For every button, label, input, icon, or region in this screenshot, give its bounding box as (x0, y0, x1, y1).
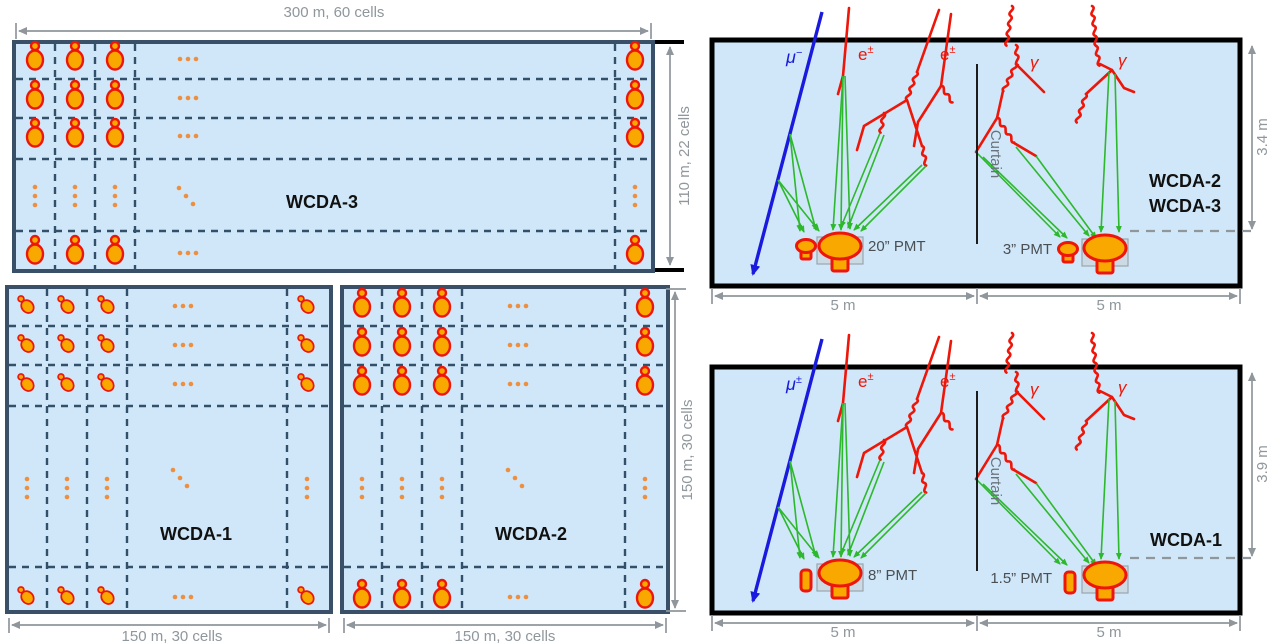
wcda2-pool (340, 285, 670, 614)
small-pmt-size-label: 3” PMT (1003, 241, 1052, 258)
cross-section-top-panel: μ− e± e± γ γ Curtain 20” PMT 3” PMT WCDA… (712, 6, 1269, 314)
electron-label: e± (940, 44, 956, 64)
bottom-dimension-arrow: 150 m, 30 cells (343, 618, 667, 643)
bottom-dimension-arrow: 150 m, 30 cells (8, 618, 330, 643)
wcda3-plan-panel: 300 m, 60 cells WCDA-3 (12, 4, 693, 273)
small-pmt-icon (1063, 570, 1077, 595)
gamma-label: γ (1118, 378, 1128, 397)
small-pmt-icon (799, 568, 813, 593)
gamma-label: γ (1030, 53, 1040, 72)
dim-label-150m-vertical: 150 m, 30 cells (679, 400, 696, 501)
electron-label: e± (940, 371, 956, 391)
electron-label: e± (858, 371, 874, 391)
wcda2-plan-panel: WCDA-2 150 m, 30 cells 150 m, 30 cells (340, 285, 696, 643)
wcda3-label: WCDA-3 (286, 192, 358, 212)
depth-label: 3.9 m (1254, 445, 1269, 483)
depth-label: 3.4 m (1254, 118, 1269, 156)
wcda1-plan-panel: WCDA-1 150 m, 30 cells (5, 285, 333, 643)
gamma-label: γ (1118, 51, 1128, 70)
dim-label-150m: 150 m, 30 cells (455, 628, 556, 643)
small-pmt-size-label: 1.5” PMT (990, 570, 1052, 587)
top-dimension-arrow (15, 23, 652, 39)
electron-label: e± (858, 44, 874, 64)
dim-label-150m: 150 m, 30 cells (122, 628, 223, 643)
dim-label-110m: 110 m, 22 cells (676, 106, 693, 206)
gamma-label: γ (1030, 380, 1040, 399)
grid-lines (9, 289, 329, 610)
right-dimension-arrow: 150 m, 30 cells (666, 288, 696, 612)
right-dimension-arrow: 110 m, 22 cells (655, 40, 693, 272)
grid-lines (344, 289, 666, 610)
cross-section-bottom-panel: μ± e± e± γ γ Curtain 8” PMT 1.5” PMT WCD… (712, 333, 1269, 641)
big-pmt-size-label: 8” PMT (868, 567, 917, 584)
width-label: 5 m (1096, 297, 1121, 314)
width-label: 5 m (830, 624, 855, 641)
tank-label: WCDA-1 (1150, 530, 1222, 550)
grid-lines (16, 44, 651, 269)
wcda2-label: WCDA-2 (495, 524, 567, 544)
wcda1-label: WCDA-1 (160, 524, 232, 544)
width-label: 5 m (1096, 624, 1121, 641)
big-pmt-size-label: 20” PMT (868, 238, 926, 255)
dim-label-300m: 300 m, 60 cells (284, 4, 385, 21)
width-label: 5 m (830, 297, 855, 314)
tank-label: WCDA-2 (1149, 171, 1221, 191)
muon-label: μ± (785, 374, 802, 394)
curtain-label: Curtain (987, 457, 1004, 505)
wcda3-pool (12, 40, 655, 273)
curtain-label: Curtain (987, 130, 1004, 178)
wcda1-pool (5, 285, 333, 614)
tank-label: WCDA-3 (1149, 196, 1221, 216)
muon-label: μ− (785, 47, 803, 67)
